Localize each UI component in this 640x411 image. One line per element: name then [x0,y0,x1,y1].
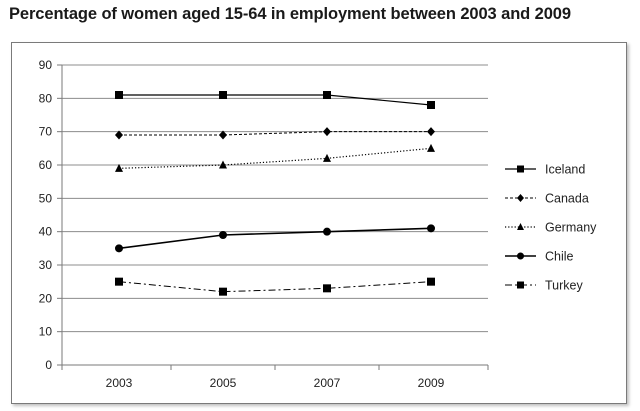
legend-label-iceland: Iceland [545,163,585,177]
legend-label-turkey: Turkey [545,279,583,293]
series-line-iceland [119,94,432,106]
x-tick-label: 2005 [210,376,237,390]
legend-marker-iceland [517,165,524,173]
y-tick-label: 30 [39,258,53,272]
data-point-chile [323,227,331,236]
chart-frame [11,42,627,404]
data-point-germany [219,160,227,169]
y-tick-label: 10 [39,325,53,339]
data-point-germany [427,143,435,152]
data-point-turkey [115,277,123,286]
data-point-turkey [323,284,331,293]
data-point-iceland [219,91,227,99]
y-tick-label: 70 [39,125,53,139]
y-tick-label: 80 [39,91,53,105]
data-point-canada [323,127,331,137]
data-point-chile [115,244,123,253]
legend-marker-turkey [517,281,524,289]
data-point-turkey [427,277,435,286]
legend-label-germany: Germany [545,221,597,235]
series-line-canada [119,131,431,136]
data-point-iceland [115,91,123,99]
y-tick-label: 0 [45,358,52,372]
y-tick-label: 40 [39,225,53,239]
data-point-chile [219,231,227,239]
series-line-turkey [118,281,432,293]
data-point-canada [427,127,435,137]
x-tick-label: 2007 [314,376,341,390]
legend-label-chile: Chile [545,250,574,264]
y-tick-label: 20 [39,291,53,305]
y-tick-label: 60 [39,158,53,172]
series-line-germany [118,147,432,169]
y-tick-label: 90 [39,58,53,72]
data-point-germany [323,153,331,162]
data-point-chile [427,224,435,233]
legend-marker-germany [517,223,524,230]
legend-label-canada: Canada [545,192,589,206]
legend-marker-canada [517,194,524,202]
data-point-canada [115,130,123,140]
x-tick-label: 2003 [106,376,133,390]
data-point-turkey [219,287,227,296]
data-point-iceland [427,101,435,109]
y-tick-label: 50 [39,191,53,205]
chart-title: Percentage of women aged 15-64 in employ… [9,5,571,23]
data-point-canada [219,130,227,140]
data-point-germany [115,163,123,172]
series-line-chile [118,227,432,250]
data-point-iceland [323,91,331,99]
x-tick-label: 2009 [418,376,445,390]
legend-marker-chile [517,252,524,260]
